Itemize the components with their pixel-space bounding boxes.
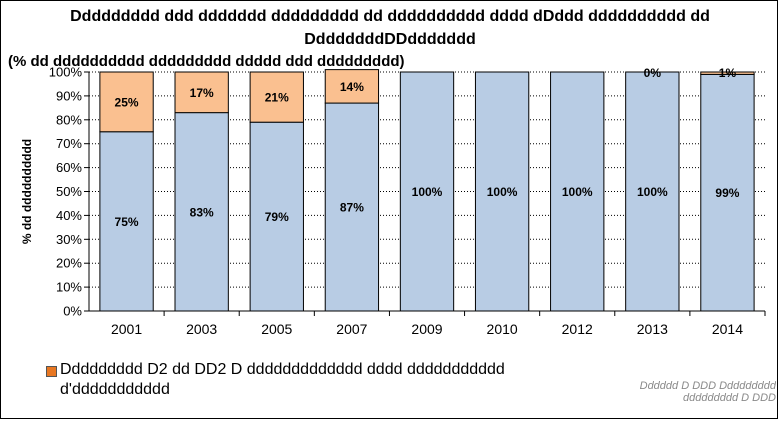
data-label: 25% bbox=[115, 95, 139, 109]
y-tick-label: 60% bbox=[56, 160, 82, 175]
data-label: 17% bbox=[190, 86, 214, 100]
bar-segment bbox=[700, 73, 755, 312]
legend: Ddddddddd D2 dd DD2 D ddddddddddddd dddd… bbox=[40, 352, 596, 412]
bar-segment bbox=[324, 69, 380, 104]
bar-segment bbox=[324, 102, 380, 312]
data-label: 21% bbox=[265, 91, 289, 105]
bar-segment bbox=[174, 112, 229, 312]
x-tick-label: 2005 bbox=[261, 321, 292, 337]
y-axis-title: % dd dddddddddd bbox=[20, 139, 34, 244]
data-label: 100% bbox=[637, 185, 668, 199]
data-label: 100% bbox=[562, 185, 593, 199]
y-tick-label: 100% bbox=[49, 65, 83, 80]
bar-segment bbox=[474, 71, 530, 312]
x-tick-label: 2010 bbox=[487, 321, 518, 337]
x-tick-label: 2012 bbox=[562, 321, 593, 337]
y-tick-label: 80% bbox=[56, 112, 82, 127]
bar-segment bbox=[700, 71, 755, 75]
bar-segment bbox=[550, 71, 605, 312]
x-tick-label: 2013 bbox=[637, 321, 668, 337]
data-label: 100% bbox=[412, 185, 443, 199]
data-label: 83% bbox=[190, 205, 214, 219]
chart-title-line-1: Ddddddddd ddd ddddddd ddddddddd dd ddddd… bbox=[70, 8, 710, 25]
x-tick-label: 2003 bbox=[186, 321, 217, 337]
y-tick-label: 20% bbox=[56, 256, 82, 271]
chart-subtitle: (% dd dddddddddd ddddddddd ddddd ddd ddd… bbox=[8, 53, 405, 70]
source-note: Dddddd D DDD Ddddddddd ddddddddd D DDD bbox=[639, 380, 776, 404]
data-label: 1% bbox=[719, 66, 737, 80]
bar-segment bbox=[399, 71, 455, 312]
bar-segment bbox=[625, 71, 680, 312]
data-label: 14% bbox=[340, 80, 364, 94]
data-label: 75% bbox=[115, 215, 139, 229]
data-label: 0% bbox=[644, 66, 662, 80]
y-tick-label: 90% bbox=[56, 88, 82, 103]
chart-title-line-2: DdddddddDDddddddd bbox=[304, 31, 476, 48]
bar-segment bbox=[174, 71, 229, 114]
y-tick-label: 10% bbox=[56, 280, 82, 295]
y-tick-label: 0% bbox=[63, 304, 82, 319]
data-label: 100% bbox=[487, 185, 518, 199]
y-tick-label: 70% bbox=[56, 136, 82, 151]
y-tick-label: 30% bbox=[56, 232, 82, 247]
bar-segment bbox=[249, 71, 304, 123]
x-tick-label: 2014 bbox=[712, 321, 743, 337]
legend-marker bbox=[46, 366, 57, 377]
x-tick-label: 2001 bbox=[111, 321, 142, 337]
bar-segment bbox=[249, 121, 304, 312]
legend-label: Ddddddddd D2 dd DD2 D ddddddddddddd dddd… bbox=[60, 361, 505, 398]
x-tick-label: 2007 bbox=[336, 321, 367, 337]
data-label: 99% bbox=[715, 186, 739, 200]
data-label: 79% bbox=[265, 210, 289, 224]
y-tick-label: 50% bbox=[56, 184, 82, 199]
x-tick-label: 2009 bbox=[411, 321, 442, 337]
data-label: 87% bbox=[340, 201, 364, 215]
y-tick-label: 40% bbox=[56, 208, 82, 223]
bar-segment bbox=[99, 131, 154, 312]
bar-segment bbox=[99, 71, 154, 133]
